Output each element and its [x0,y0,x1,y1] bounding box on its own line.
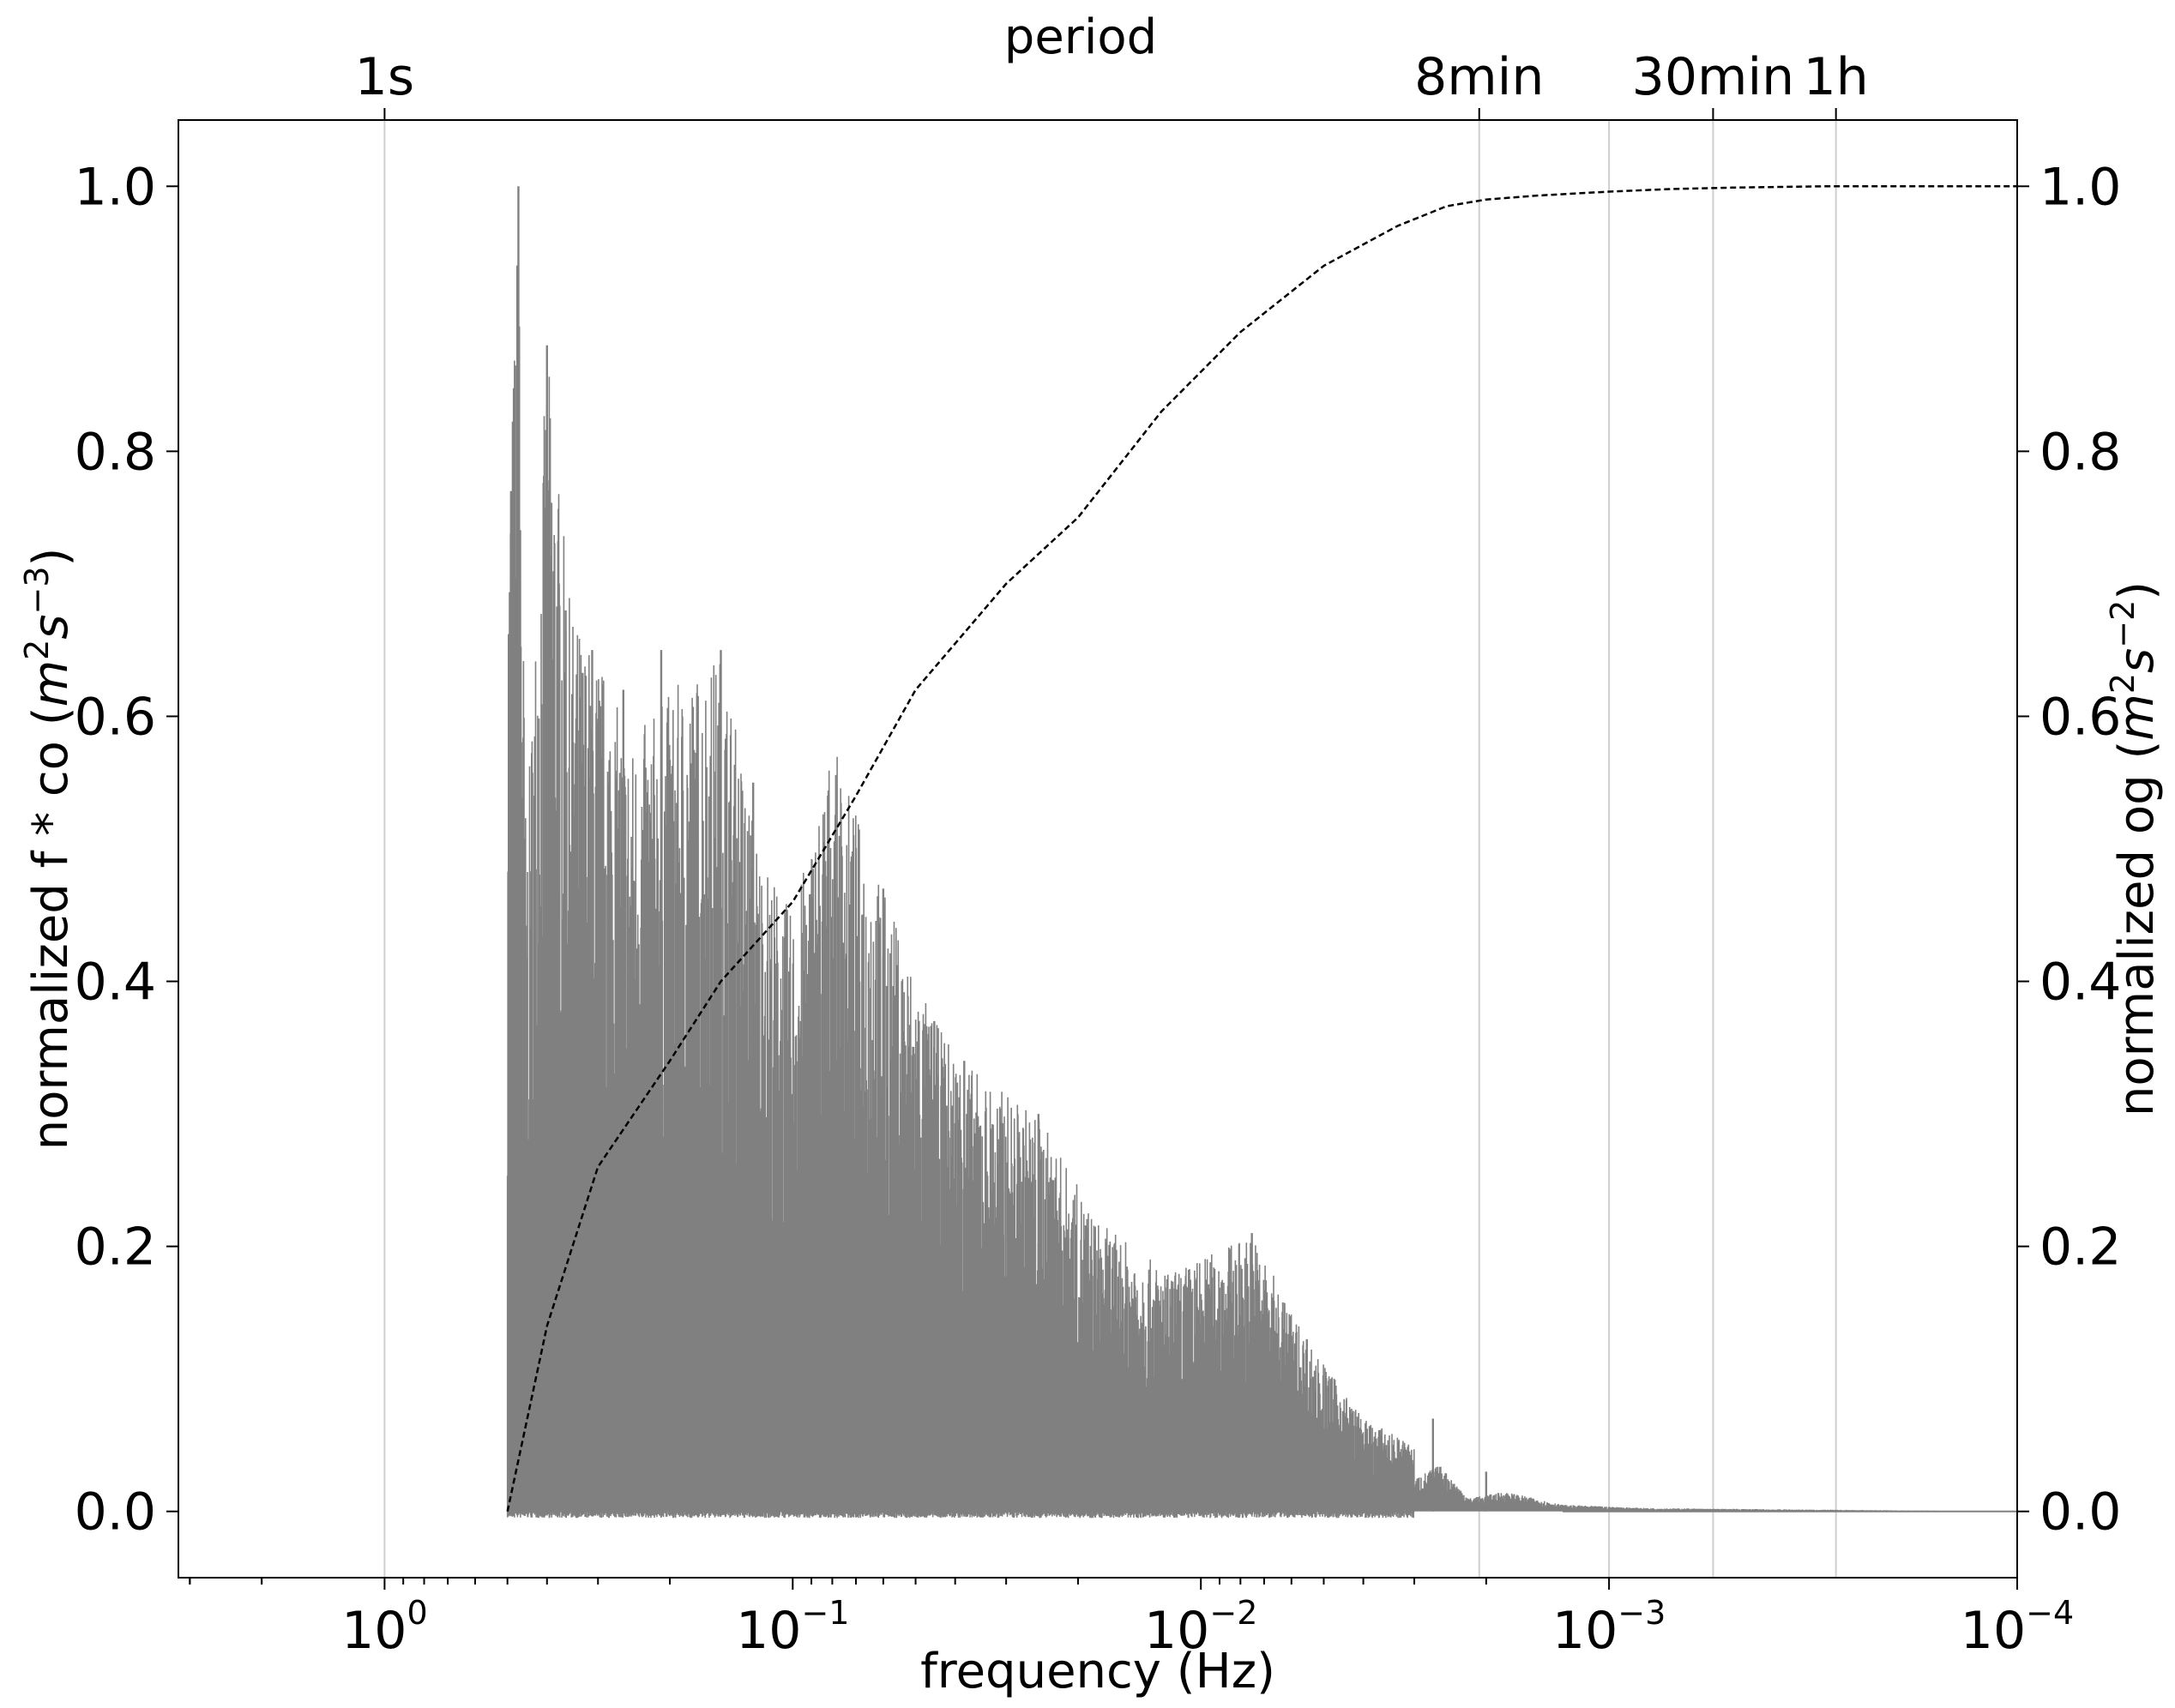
plot-frame [178,119,2018,1579]
ogive-line [506,185,2017,1512]
left-tick-label-3: 0.6 [75,687,156,747]
x-tick-label-0: 100 [341,1594,428,1661]
left-tick-label-1: 0.2 [75,1218,156,1278]
x-tick-label-1: 10−1 [736,1594,849,1661]
axis-ticks: 100 10−1 10−2 10−3 10−4 1s 8min 30min 1h 0.0 0.2 0.… [75,47,2122,1661]
left-tick-label-0: 0.0 [75,1482,156,1543]
period-tick-label-1: 8min [1414,47,1544,107]
left-tick-label-2: 0.4 [75,953,156,1013]
left-tick-label-5: 1.0 [75,157,156,217]
x-tick-label-2: 10−2 [1144,1594,1257,1661]
right-tick-label-1: 0.2 [2039,1218,2121,1278]
left-axis-title: normalized f * co (m2s−3) [18,548,79,1151]
right-axis-title: normalized og (m2s−2) [2104,581,2165,1116]
period-tick-label-2: 30min [1632,47,1795,107]
period-tick-label-3: 1h [1804,47,1869,107]
series-cospectrum [506,186,2017,1519]
x-tick-label-3: 10−3 [1552,1594,1666,1661]
right-tick-label-4: 0.8 [2039,422,2121,482]
top-axis-title: period [1004,9,1157,65]
right-tick-label-2: 0.4 [2039,953,2121,1013]
right-tick-label-3: 0.6 [2039,687,2121,747]
period-tick-label-0: 1s [355,47,414,107]
x-tick-label-4: 10−4 [1961,1594,2074,1661]
left-tick-label-4: 0.8 [75,422,156,482]
series-ogive [506,185,2017,1512]
x-axis-title: frequency (Hz) [920,1644,1275,1699]
gridlines [383,120,1837,1578]
right-tick-label-0: 0.0 [2039,1482,2121,1543]
right-tick-label-5: 1.0 [2039,157,2121,217]
cospectrum-body [507,982,1415,1512]
